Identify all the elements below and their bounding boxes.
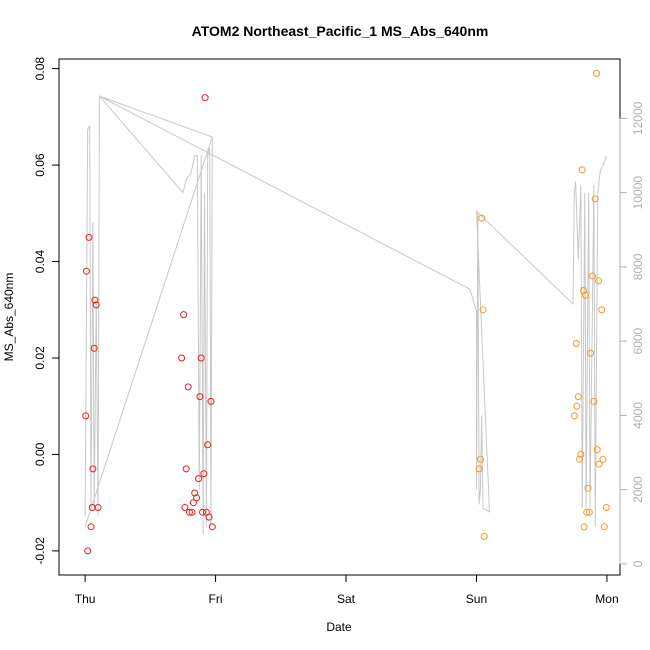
data-point bbox=[186, 508, 193, 516]
data-point bbox=[89, 465, 97, 473]
data-point bbox=[475, 465, 483, 473]
y-tick-label: 0.00 bbox=[33, 442, 47, 466]
y2-tick-label: 0 bbox=[631, 560, 645, 567]
x-tick-label: Sun bbox=[466, 592, 487, 606]
y2-tick-label: 4000 bbox=[631, 402, 645, 429]
data-point bbox=[570, 412, 578, 420]
data-point bbox=[573, 402, 581, 410]
data-point bbox=[590, 397, 598, 405]
data-point bbox=[602, 504, 610, 511]
data-point bbox=[184, 383, 192, 391]
y-axis-label: MS_Abs_640nm bbox=[2, 273, 16, 362]
data-points bbox=[82, 70, 610, 555]
y-tick-label: 0.04 bbox=[33, 250, 47, 274]
data-point bbox=[180, 311, 188, 319]
data-point bbox=[595, 277, 602, 285]
data-point bbox=[589, 272, 597, 280]
data-point bbox=[188, 508, 196, 516]
data-point bbox=[591, 195, 599, 203]
data-point bbox=[201, 94, 209, 102]
data-point bbox=[207, 397, 215, 405]
x-axis-label: Date bbox=[326, 620, 352, 634]
y2-tick-label: 2000 bbox=[631, 476, 645, 503]
right-axis-line-series bbox=[84, 94, 607, 535]
data-point bbox=[91, 296, 99, 304]
data-point bbox=[199, 508, 206, 516]
y2-axis: 0 2000 4000 6000 8000 10000 12000 bbox=[619, 101, 645, 567]
data-point bbox=[593, 446, 601, 454]
data-point bbox=[204, 441, 212, 449]
data-point bbox=[90, 344, 98, 352]
x-tick-label: Mon bbox=[595, 592, 618, 606]
data-point bbox=[480, 532, 488, 540]
data-point bbox=[580, 523, 588, 531]
x-axis: Thu Fri Sat Sun Mon bbox=[75, 574, 619, 606]
y-tick-label: 0.06 bbox=[33, 153, 47, 177]
data-point bbox=[82, 267, 90, 275]
data-point bbox=[94, 504, 102, 511]
data-point bbox=[87, 523, 95, 531]
data-point bbox=[182, 465, 190, 473]
y2-tick-label: 10000 bbox=[631, 176, 645, 210]
data-point bbox=[85, 233, 93, 241]
data-point bbox=[584, 484, 592, 492]
data-point bbox=[92, 301, 100, 309]
data-point bbox=[600, 523, 608, 531]
data-point bbox=[578, 166, 586, 174]
data-point bbox=[576, 455, 584, 463]
data-point bbox=[208, 523, 216, 531]
plot-border bbox=[58, 58, 621, 576]
x-tick-label: Thu bbox=[75, 592, 96, 606]
data-point bbox=[191, 489, 199, 497]
data-point bbox=[598, 306, 606, 314]
x-tick-label: Sat bbox=[337, 592, 356, 606]
data-point bbox=[197, 354, 205, 362]
y2-tick-label: 6000 bbox=[631, 327, 645, 354]
data-point bbox=[196, 393, 204, 401]
data-point bbox=[572, 340, 580, 347]
data-point bbox=[587, 349, 595, 357]
data-point bbox=[189, 499, 197, 507]
y-tick-label: -0.02 bbox=[33, 537, 47, 565]
data-point bbox=[599, 455, 607, 463]
y2-tick-label: 12000 bbox=[631, 101, 645, 135]
data-point bbox=[200, 470, 208, 478]
data-point bbox=[178, 354, 186, 362]
data-point bbox=[580, 287, 587, 294]
data-point bbox=[181, 504, 189, 511]
y-tick-label: 0.02 bbox=[33, 346, 47, 370]
y-tick-label: 0.08 bbox=[33, 57, 47, 81]
data-point bbox=[595, 460, 603, 468]
data-point bbox=[574, 393, 582, 401]
y2-tick-label: 8000 bbox=[631, 253, 645, 280]
plot-frame bbox=[58, 58, 621, 576]
data-point bbox=[585, 508, 593, 516]
series-line bbox=[84, 94, 607, 535]
x-tick-label: Fri bbox=[209, 592, 223, 606]
data-point bbox=[479, 306, 487, 314]
data-point bbox=[476, 455, 484, 463]
data-point bbox=[577, 450, 585, 458]
y-axis: -0.02 0.00 0.02 0.04 0.06 0.08 bbox=[33, 57, 60, 565]
data-point bbox=[82, 412, 90, 420]
data-point bbox=[478, 214, 486, 222]
data-point bbox=[205, 513, 213, 521]
data-point bbox=[593, 70, 600, 77]
data-point bbox=[581, 291, 589, 299]
data-point bbox=[84, 547, 92, 555]
data-point bbox=[193, 494, 201, 502]
data-point bbox=[583, 508, 591, 516]
data-point bbox=[195, 475, 203, 483]
chart-title: ATOM2 Northeast_Pacific_1 MS_Abs_640nm bbox=[192, 23, 489, 39]
